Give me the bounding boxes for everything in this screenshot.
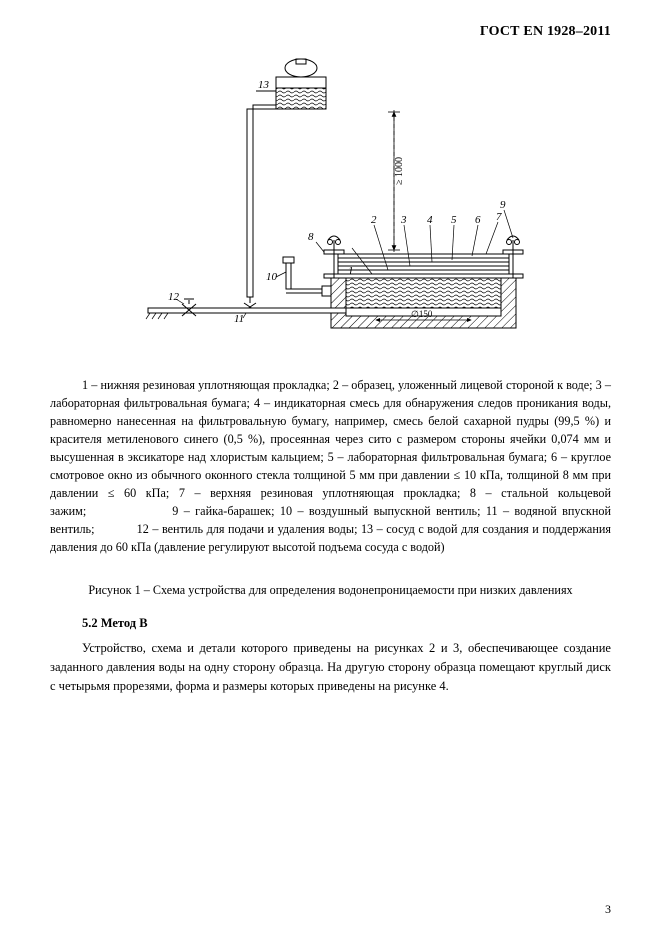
label-7: 7	[496, 211, 502, 223]
label-11: 11	[234, 313, 244, 325]
page-number: 3	[605, 902, 611, 917]
apparatus-diagram: 13 ≥ 1000	[126, 50, 536, 360]
standard-code: ГОСТ EN 1928–2011	[50, 24, 611, 40]
figure-caption: Рисунок 1 – Схема устройства для определ…	[50, 583, 611, 598]
label-height: ≥ 1000	[394, 157, 405, 185]
label-9: 9	[500, 199, 506, 211]
label-5: 5	[451, 214, 457, 226]
label-6: 6	[475, 214, 481, 226]
label-4: 4	[427, 214, 433, 226]
label-13: 13	[258, 79, 270, 91]
label-2: 2	[371, 214, 377, 226]
section-heading-5-2: 5.2 Метод В	[50, 616, 611, 631]
label-1: 1	[348, 265, 354, 277]
figure-legend: 1 – нижняя резиновая уплотняющая проклад…	[50, 376, 611, 556]
label-10: 10	[266, 271, 278, 283]
label-3: 3	[400, 214, 407, 226]
label-diameter: ∅150	[411, 309, 433, 319]
label-8: 8	[308, 231, 314, 243]
body-paragraph: Устройство, схема и детали которого прив…	[50, 639, 611, 697]
figure-legend-text: 1 – нижняя резиновая уплотняющая проклад…	[50, 378, 611, 554]
page: ГОСТ EN 1928–2011	[0, 0, 661, 935]
figure-container: 13 ≥ 1000	[50, 50, 611, 360]
label-12: 12	[168, 291, 180, 303]
